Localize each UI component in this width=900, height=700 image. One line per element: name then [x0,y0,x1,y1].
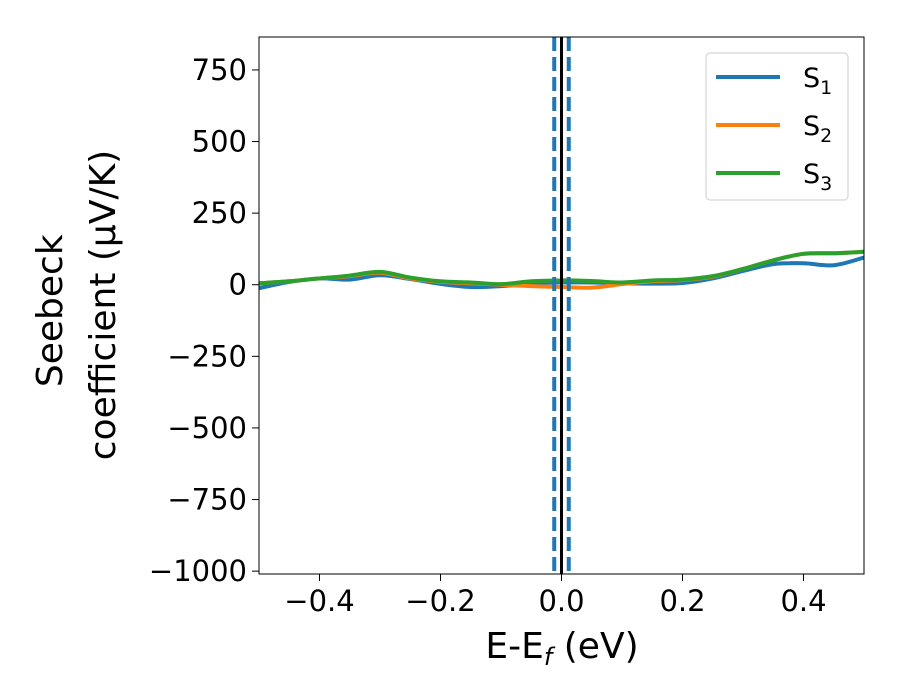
y-tick-label: 0 [229,268,247,302]
y-tick-label: 500 [192,125,247,159]
x-tick-label: 0.2 [659,584,705,618]
y-tick-label: −500 [167,411,247,445]
x-tick-label: 0.4 [780,584,826,618]
y-tick-label: −250 [167,339,247,373]
x-axis-label: E-Ef (eV) [485,626,638,671]
vertical-lines [554,37,569,574]
x-axis-ticks: −0.4 −0.2 0.0 0.2 0.4 [284,574,826,618]
y-axis-label: Seebeck coefficient (μV/K) [30,150,124,460]
y-axis-label-line1: Seebeck [30,234,71,387]
x-tick-label: −0.4 [284,584,354,618]
y-tick-label: −750 [167,483,247,517]
y-tick-label: 750 [192,53,247,87]
x-tick-label: 0.0 [538,584,584,618]
y-axis-ticks: 750 500 250 0 −250 −500 −750 −1000 [149,53,259,588]
y-tick-label: −1000 [149,554,247,588]
y-axis-label-line2: coefficient (μV/K) [83,150,124,460]
x-tick-label: −0.2 [405,584,475,618]
y-tick-label: 250 [192,196,247,230]
